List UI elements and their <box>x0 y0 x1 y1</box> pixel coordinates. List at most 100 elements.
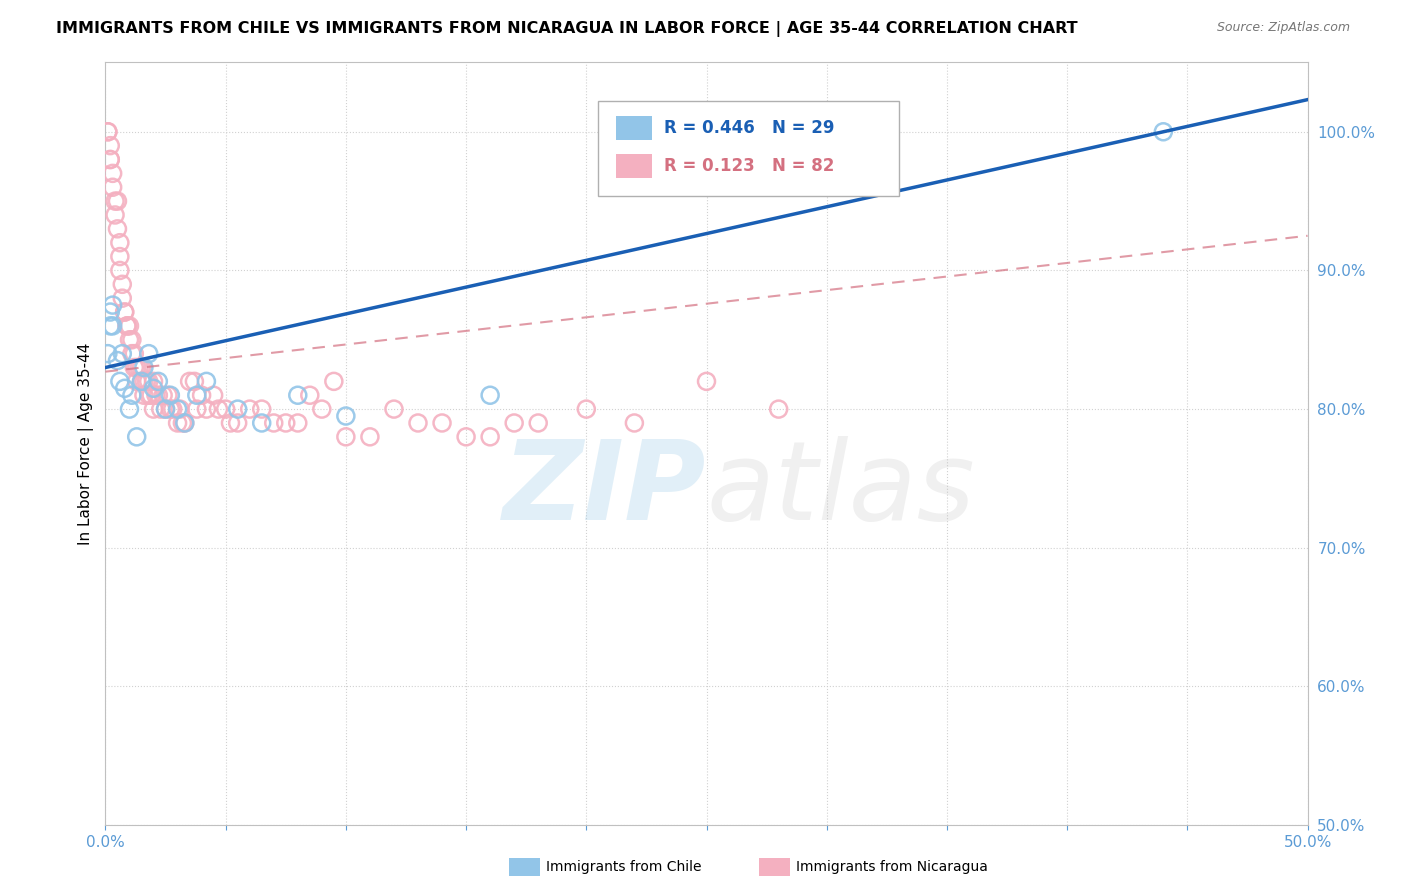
Point <box>166 402 188 417</box>
Point <box>139 388 162 402</box>
Point <box>121 333 143 347</box>
Point <box>382 402 405 417</box>
Point <box>111 291 134 305</box>
Point <box>107 353 129 368</box>
Point <box>359 430 381 444</box>
Point <box>298 388 321 402</box>
Point <box>322 375 344 389</box>
Point <box>202 388 225 402</box>
Point <box>173 416 195 430</box>
Text: ZIP: ZIP <box>503 436 707 543</box>
Point <box>274 416 297 430</box>
Point <box>124 346 146 360</box>
Point <box>696 375 718 389</box>
Point <box>186 388 208 402</box>
Point <box>108 263 131 277</box>
Point <box>121 388 143 402</box>
Point <box>131 375 153 389</box>
Point <box>166 416 188 430</box>
Text: Source: ZipAtlas.com: Source: ZipAtlas.com <box>1216 21 1350 35</box>
Point <box>155 402 177 417</box>
Point <box>1152 125 1174 139</box>
Point <box>159 402 181 417</box>
Text: Immigrants from Chile: Immigrants from Chile <box>546 860 702 874</box>
Point <box>152 388 174 402</box>
Point <box>406 416 429 430</box>
Point <box>98 138 121 153</box>
Point <box>131 375 153 389</box>
Point <box>156 388 179 402</box>
Point <box>142 375 165 389</box>
Point <box>114 305 136 319</box>
Point <box>575 402 598 417</box>
Point <box>138 346 160 360</box>
Point <box>138 388 160 402</box>
Point <box>768 402 790 417</box>
Point <box>101 166 124 180</box>
Point <box>219 416 242 430</box>
Point <box>169 402 191 417</box>
Point <box>263 416 285 430</box>
Point <box>101 180 124 194</box>
Point <box>172 416 194 430</box>
Point <box>128 360 150 375</box>
Point <box>145 388 167 402</box>
Point <box>623 416 645 430</box>
Point <box>108 375 131 389</box>
Point <box>101 298 124 312</box>
Point <box>111 277 134 292</box>
Point <box>162 402 184 417</box>
Point <box>226 416 249 430</box>
Point <box>115 318 138 333</box>
Point <box>250 416 273 430</box>
Point <box>132 360 155 375</box>
FancyBboxPatch shape <box>616 154 652 178</box>
Point <box>503 416 526 430</box>
Point <box>456 430 478 444</box>
Point <box>142 402 165 417</box>
Point <box>104 194 127 208</box>
Point <box>118 402 141 417</box>
Point <box>186 402 208 417</box>
Point <box>132 375 155 389</box>
Point <box>138 375 160 389</box>
Point <box>479 388 502 402</box>
Point <box>114 305 136 319</box>
Point <box>107 222 129 236</box>
Text: R = 0.123   N = 82: R = 0.123 N = 82 <box>665 157 835 175</box>
Point <box>101 318 124 333</box>
Point <box>287 388 309 402</box>
Point <box>149 402 172 417</box>
FancyBboxPatch shape <box>616 116 652 140</box>
Point <box>183 375 205 389</box>
Point <box>98 305 121 319</box>
Point <box>125 375 148 389</box>
Point <box>214 402 236 417</box>
Point <box>195 375 218 389</box>
Point <box>155 402 177 417</box>
Point <box>142 381 165 395</box>
FancyBboxPatch shape <box>599 101 898 196</box>
Point <box>311 402 333 417</box>
Point <box>115 318 138 333</box>
Text: R = 0.446   N = 29: R = 0.446 N = 29 <box>665 119 835 137</box>
Point <box>335 409 357 423</box>
Point <box>250 402 273 417</box>
Point <box>97 125 120 139</box>
Point <box>287 416 309 430</box>
Text: Immigrants from Nicaragua: Immigrants from Nicaragua <box>796 860 987 874</box>
Text: IMMIGRANTS FROM CHILE VS IMMIGRANTS FROM NICARAGUA IN LABOR FORCE | AGE 35-44 CO: IMMIGRANTS FROM CHILE VS IMMIGRANTS FROM… <box>56 21 1078 37</box>
Point <box>479 430 502 444</box>
Point <box>173 416 195 430</box>
Point <box>335 430 357 444</box>
Point <box>108 235 131 250</box>
Point <box>97 125 120 139</box>
Point <box>114 381 136 395</box>
Point <box>121 346 143 360</box>
Point <box>148 375 170 389</box>
Point <box>159 388 181 402</box>
Point <box>98 153 121 167</box>
Point <box>131 360 153 375</box>
Point <box>98 318 121 333</box>
Point <box>190 388 212 402</box>
